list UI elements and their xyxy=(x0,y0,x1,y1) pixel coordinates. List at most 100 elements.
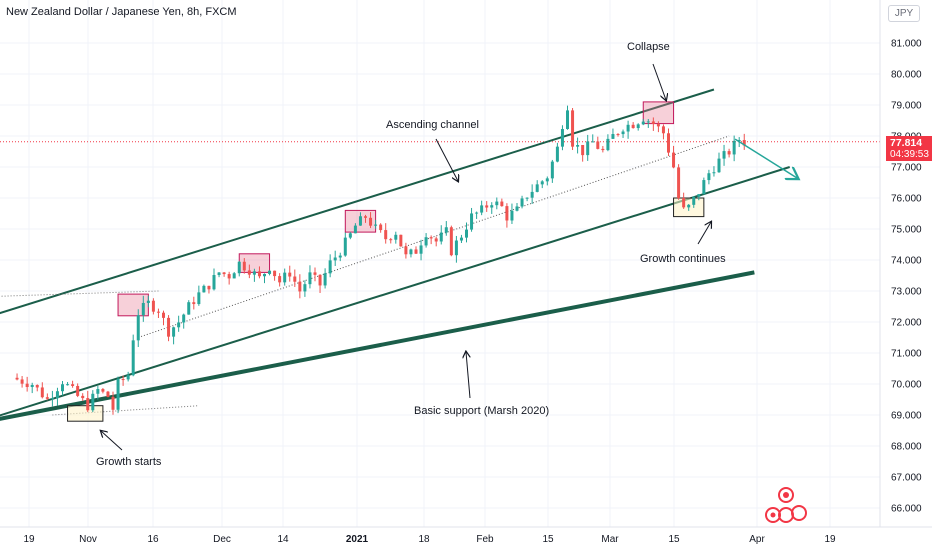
y-tick-label: 77.000 xyxy=(891,163,922,174)
candle-body xyxy=(555,146,559,162)
chart-title: New Zealand Dollar / Japanese Yen, 8h, F… xyxy=(6,6,237,18)
candle-body xyxy=(707,173,711,181)
grid xyxy=(0,0,880,527)
candle-body xyxy=(545,178,549,182)
candle-body xyxy=(414,249,418,254)
candle-body xyxy=(470,213,474,230)
candle-body xyxy=(101,389,105,392)
candle-body xyxy=(252,271,256,275)
candle-body xyxy=(50,398,54,400)
channel-lower-line xyxy=(0,166,791,417)
candle-body xyxy=(732,140,736,155)
ascending-channel-arrow xyxy=(435,138,458,181)
candle-body xyxy=(121,379,125,381)
candle-body xyxy=(389,239,393,241)
x-tick-label: 16 xyxy=(147,534,159,545)
candle-body xyxy=(505,206,509,221)
price-tag: 77.814 04:39:53 xyxy=(886,136,932,161)
candle-body xyxy=(540,181,544,185)
candle-body xyxy=(399,234,403,247)
candle-body xyxy=(717,158,721,173)
highlight-box xyxy=(67,405,104,422)
candle-body xyxy=(631,124,635,129)
annotation-arrows xyxy=(101,63,797,451)
channel-upper-line xyxy=(0,88,715,315)
y-tick-label: 73.000 xyxy=(891,287,922,298)
candle-body xyxy=(727,151,731,155)
candle-body xyxy=(672,152,676,168)
candle-body xyxy=(61,384,64,392)
candle-body xyxy=(177,322,181,328)
annotation-growth-continues: Growth continues xyxy=(640,253,726,265)
candle-body xyxy=(374,224,378,226)
candle-body xyxy=(141,302,145,316)
candle-body xyxy=(308,272,312,285)
candle-body xyxy=(692,196,696,205)
candle-body xyxy=(106,391,110,397)
candle-body xyxy=(495,201,499,206)
candle-body xyxy=(394,234,398,240)
candle-body xyxy=(298,281,302,292)
candle-body xyxy=(581,144,585,156)
candle-body xyxy=(162,312,165,318)
candle-body xyxy=(257,271,261,277)
candle-body xyxy=(465,229,468,238)
currency-badge[interactable]: JPY xyxy=(888,5,920,22)
candle-body xyxy=(86,398,90,411)
candle-body xyxy=(328,260,332,274)
y-tick-label: 80.000 xyxy=(891,70,922,81)
candle-body xyxy=(20,379,24,384)
y-tick-label: 67.000 xyxy=(891,473,922,484)
basic-support-line xyxy=(0,270,755,421)
candle-body xyxy=(197,292,201,305)
candle-body xyxy=(182,314,186,323)
candle-body xyxy=(687,204,691,208)
x-tick-label: 15 xyxy=(542,534,554,545)
candle-body xyxy=(247,270,251,275)
y-axis: 81.00080.00079.00078.00077.00076.00075.0… xyxy=(891,39,922,515)
candle-body xyxy=(550,161,554,179)
forecast-arrow xyxy=(734,138,797,178)
candle-body xyxy=(636,124,640,129)
candle-body xyxy=(571,110,575,147)
candle-body xyxy=(358,216,362,226)
candle-body xyxy=(146,300,150,303)
x-tick-label: Apr xyxy=(749,534,765,545)
candle-body xyxy=(187,302,191,315)
candle-body xyxy=(136,315,140,341)
annotation-growth-starts: Growth starts xyxy=(96,456,162,468)
x-tick-label: 2021 xyxy=(346,534,369,545)
candle-body xyxy=(91,393,95,411)
candle-body xyxy=(192,302,196,305)
candle-body xyxy=(202,285,206,293)
growth-starts-arrow xyxy=(101,431,123,451)
candle-body xyxy=(348,233,352,238)
candle-body xyxy=(222,272,226,275)
candle-body xyxy=(40,387,44,398)
candle-body xyxy=(449,227,453,256)
candle-body xyxy=(459,237,463,241)
candle-body xyxy=(353,225,357,234)
candle-body xyxy=(490,205,494,208)
annotation-collapse: Collapse xyxy=(627,41,670,53)
candle-body xyxy=(232,273,236,279)
candle-body xyxy=(71,384,75,386)
candle-body xyxy=(116,379,120,410)
candle-body xyxy=(480,205,484,213)
candle-body xyxy=(596,141,600,149)
candle-body xyxy=(212,275,216,290)
candle-body xyxy=(25,383,29,388)
candle-body xyxy=(419,245,423,254)
candles xyxy=(15,105,746,415)
y-tick-label: 68.000 xyxy=(891,442,922,453)
candle-body xyxy=(429,237,433,239)
collapse-arrow xyxy=(652,63,666,100)
candle-body xyxy=(616,134,620,136)
x-tick-label: Nov xyxy=(79,534,97,545)
annotation-basic-support: Basic support (Marsh 2020) xyxy=(414,405,550,417)
candle-body xyxy=(606,138,610,151)
candle-body xyxy=(667,133,670,153)
candle-body xyxy=(424,237,428,246)
candle-body xyxy=(737,140,741,142)
